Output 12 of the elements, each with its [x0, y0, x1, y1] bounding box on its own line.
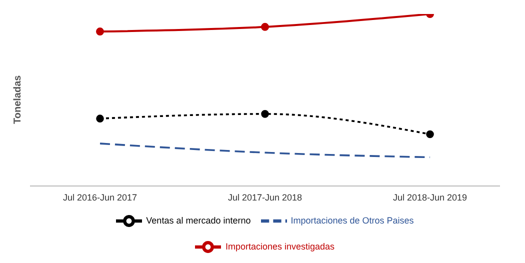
point [261, 110, 269, 118]
legend-label: Ventas al mercado interno [146, 215, 251, 226]
y-axis-title: Toneladas [12, 74, 24, 124]
point [96, 28, 104, 36]
x-tick-label: Jul 2018-Jun 2019 [392, 192, 468, 202]
point [426, 130, 434, 138]
x-tick-label: Jul 2016-Jun 2017 [62, 192, 138, 202]
point [261, 22, 269, 31]
x-tick-label: Jul 2017-Jun 2018 [228, 192, 302, 202]
legend-label: Importaciones de Otros Paises [290, 215, 414, 226]
legend-label: Importaciones investigadas [225, 241, 335, 252]
point [96, 114, 104, 122]
